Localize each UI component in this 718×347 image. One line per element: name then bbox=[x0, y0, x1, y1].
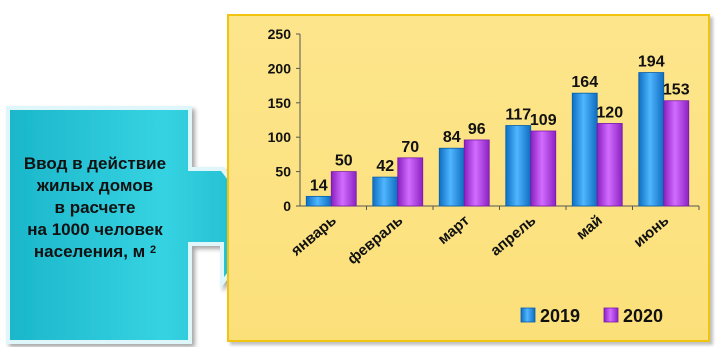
data-label-2020-2: 96 bbox=[468, 121, 486, 138]
callout-line-2: жилых домов bbox=[36, 176, 154, 195]
y-tick-label: 0 bbox=[283, 198, 291, 214]
callout-arrow-shape bbox=[6, 106, 269, 344]
callout-unit-superscript: 2 bbox=[149, 244, 157, 256]
callout-line-1: Ввод в действие bbox=[23, 154, 167, 173]
bar-2019-5 bbox=[638, 72, 665, 207]
data-label-2020-5: 153 bbox=[663, 82, 690, 99]
bar-2020-5 bbox=[663, 100, 690, 207]
bar-2020-1 bbox=[397, 157, 424, 207]
y-tick-label: 200 bbox=[268, 60, 292, 76]
data-label-2020-4: 120 bbox=[596, 104, 623, 121]
chart-panel: 0 50 100 150 200 250 14 50 январь 42 70 февраль 84 96… bbox=[227, 14, 710, 342]
bar-chart: 0 50 100 150 200 250 14 50 январь 42 70 февраль 84 96… bbox=[268, 26, 700, 326]
data-label-2019-3: 117 bbox=[505, 107, 531, 124]
bar-2020-3 bbox=[530, 130, 557, 207]
callout-arrow bbox=[6, 106, 269, 344]
legend-swatch-2019 bbox=[520, 307, 536, 323]
bar-2019-4 bbox=[571, 92, 598, 207]
data-label-2019-0: 14 bbox=[310, 177, 328, 194]
category-label-2: март bbox=[435, 212, 473, 248]
data-label-2020-0: 50 bbox=[335, 153, 353, 170]
bar-2020-0 bbox=[330, 171, 357, 207]
category-label-0: январь bbox=[288, 212, 340, 259]
bar-2019-1 bbox=[372, 176, 399, 207]
data-label-2019-5: 194 bbox=[638, 54, 665, 71]
category-label-1: февраль bbox=[344, 212, 406, 268]
callout-text: Ввод в действие жилых домов в расчете на… bbox=[10, 153, 180, 263]
legend-label-2020: 2020 bbox=[623, 306, 663, 326]
legend-swatch-2020 bbox=[603, 307, 619, 323]
bar-2020-2 bbox=[463, 139, 490, 207]
y-tick-label: 250 bbox=[268, 26, 292, 42]
data-label-2020-1: 70 bbox=[401, 139, 419, 156]
callout-line-5: населения, м 2 bbox=[10, 241, 180, 263]
y-tick-label: 100 bbox=[268, 129, 292, 145]
callout-line-4: на 1000 человек bbox=[27, 220, 163, 239]
legend-label-2019: 2019 bbox=[540, 306, 580, 326]
y-tick-label: 150 bbox=[268, 95, 292, 111]
bar-2020-4 bbox=[596, 123, 623, 207]
data-label-2019-2: 84 bbox=[443, 129, 461, 146]
data-label-2019-1: 42 bbox=[376, 158, 394, 175]
bar-2019-3 bbox=[505, 125, 532, 207]
bar-2019-0 bbox=[305, 195, 332, 207]
callout-line-5-text: населения, м bbox=[33, 242, 146, 261]
category-label-3: апрель bbox=[487, 212, 539, 260]
category-label-5: июнь bbox=[631, 212, 673, 251]
data-label-2020-3: 109 bbox=[530, 112, 557, 129]
data-label-2019-4: 164 bbox=[571, 74, 598, 91]
category-label-4: май bbox=[573, 212, 606, 243]
callout-line-3: в расчете bbox=[54, 198, 136, 217]
y-tick-label: 50 bbox=[275, 164, 291, 180]
bar-2019-2 bbox=[438, 147, 465, 207]
